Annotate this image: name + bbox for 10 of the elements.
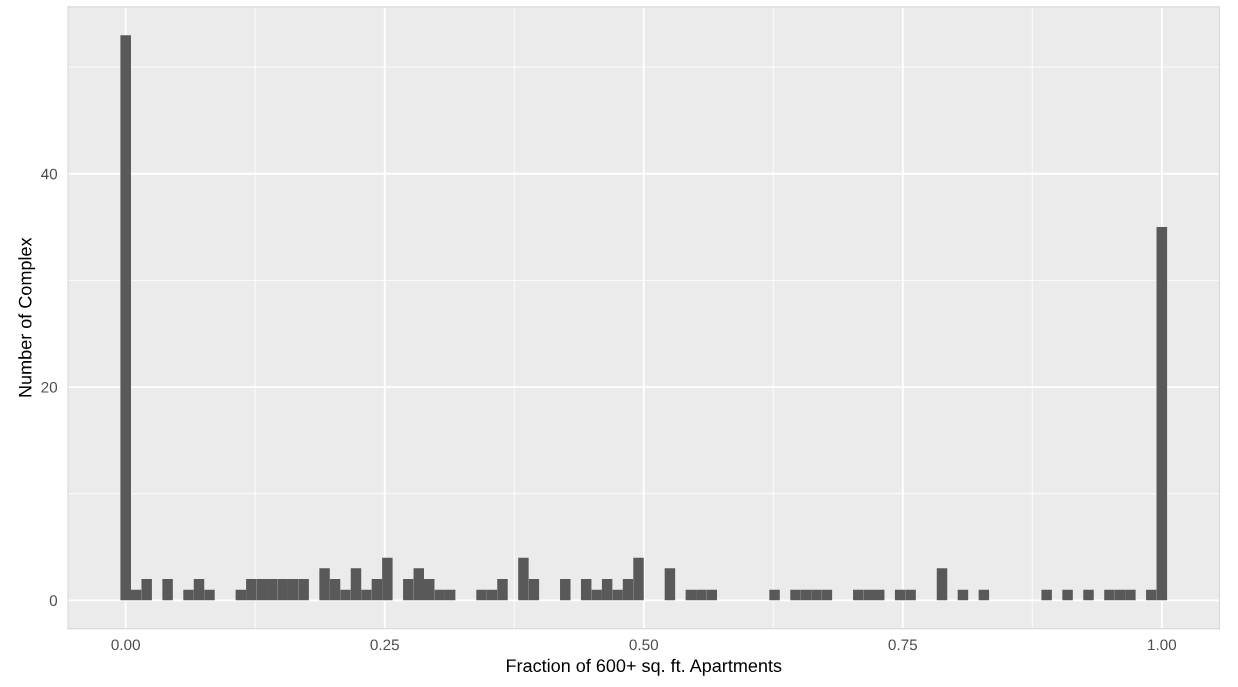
y-tick-label: 20: [41, 381, 58, 393]
x-tick-label: 1.00: [1148, 639, 1177, 651]
x-tick-label: 0.75: [888, 639, 918, 651]
x-tick-label: 0.50: [629, 639, 659, 651]
y-axis-title: Number of Complex: [18, 237, 36, 397]
x-tick-label: 0.00: [111, 639, 140, 651]
y-tick-label: 40: [41, 168, 58, 180]
x-tick-label: 0.25: [370, 639, 399, 651]
x-axis-title: Fraction of 600+ sq. ft. Apartments: [507, 658, 782, 676]
y-tick-label: 0: [49, 595, 58, 607]
